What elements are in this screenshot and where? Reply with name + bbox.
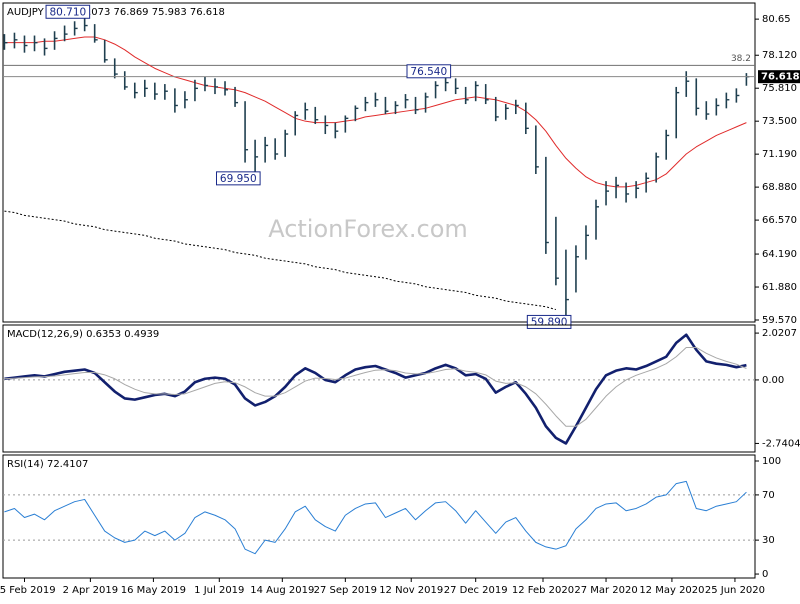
- annotation-label: 59.890: [531, 316, 568, 328]
- y-tick-label: 71.190: [762, 149, 797, 160]
- y-tick-label: 30: [762, 535, 775, 546]
- x-tick-label: 27 Sep 2019: [314, 585, 377, 596]
- indicator-line: [4, 480, 747, 555]
- y-tick-label: 0: [762, 569, 768, 580]
- last-price-label: 76.618: [761, 72, 800, 83]
- x-tick-label: 15 Feb 2019: [0, 585, 56, 596]
- y-tick-label: 75.810: [762, 83, 797, 94]
- pane-title: AUDJPY Daily 76.073 76.869 75.983 76.618: [7, 7, 225, 18]
- x-tick-label: 27 Dec 2019: [444, 585, 508, 596]
- pane-frame: [2, 324, 756, 453]
- x-tick-label: 16 May 2019: [121, 585, 186, 596]
- y-tick-label: 73.500: [762, 116, 797, 127]
- y-tick-label: 2.0207: [762, 328, 797, 339]
- point-annotation: 69.950: [215, 171, 261, 186]
- y-tick-label: 78.120: [762, 50, 797, 61]
- y-tick-label: 70: [762, 490, 775, 501]
- y-tick-label: 68.880: [762, 182, 797, 193]
- pane-title: RSI(14) 72.4107: [7, 459, 88, 470]
- last-price-badge: [758, 70, 800, 84]
- annotation-box: [45, 4, 91, 19]
- x-tick-label: 1 Jul 2019: [194, 585, 244, 596]
- y-tick-label: 59.570: [762, 315, 797, 326]
- pane-frame: [2, 2, 756, 323]
- annotation-box: [406, 64, 452, 79]
- y-tick-label: 80.65: [762, 14, 791, 25]
- x-tick-label: 12 Nov 2019: [379, 585, 443, 596]
- y-tick-label: 0.00: [762, 375, 784, 386]
- y-tick-label: 61.880: [762, 282, 797, 293]
- x-tick-label: 14 Aug 2019: [250, 585, 314, 596]
- x-tick-label: 27 Mar 2020: [574, 585, 637, 596]
- pane-frame: [2, 454, 756, 579]
- point-annotation: 76.540: [406, 64, 452, 79]
- y-tick-label: 64.190: [762, 249, 797, 260]
- y-tick-label: 100: [762, 456, 781, 467]
- x-tick-label: 2 Apr 2019: [63, 585, 118, 596]
- annotation-box: [215, 171, 261, 186]
- x-tick-label: 25 Jun 2020: [705, 585, 765, 596]
- indicator-line: [4, 333, 747, 445]
- annotation-label: 80.710: [49, 6, 86, 18]
- y-tick-label: -2.7404: [762, 438, 800, 449]
- y-tick-label: 66.570: [762, 215, 797, 226]
- watermark: ActionForex.com: [268, 215, 468, 243]
- indicator-line: [4, 346, 747, 427]
- indicator-line: [4, 210, 557, 311]
- fib-level-label: 38.2: [731, 54, 751, 64]
- pane-title: MACD(12,26,9) 0.6353 0.4939: [7, 329, 159, 340]
- annotation-label: 69.950: [220, 173, 257, 185]
- indicator-line: [4, 36, 747, 188]
- annotation-label: 76.540: [410, 66, 447, 78]
- point-annotation: 59.890: [526, 314, 572, 329]
- x-tick-label: 12 Feb 2020: [512, 585, 574, 596]
- x-tick-label: 12 May 2020: [639, 585, 704, 596]
- point-annotation: 80.710: [45, 4, 91, 19]
